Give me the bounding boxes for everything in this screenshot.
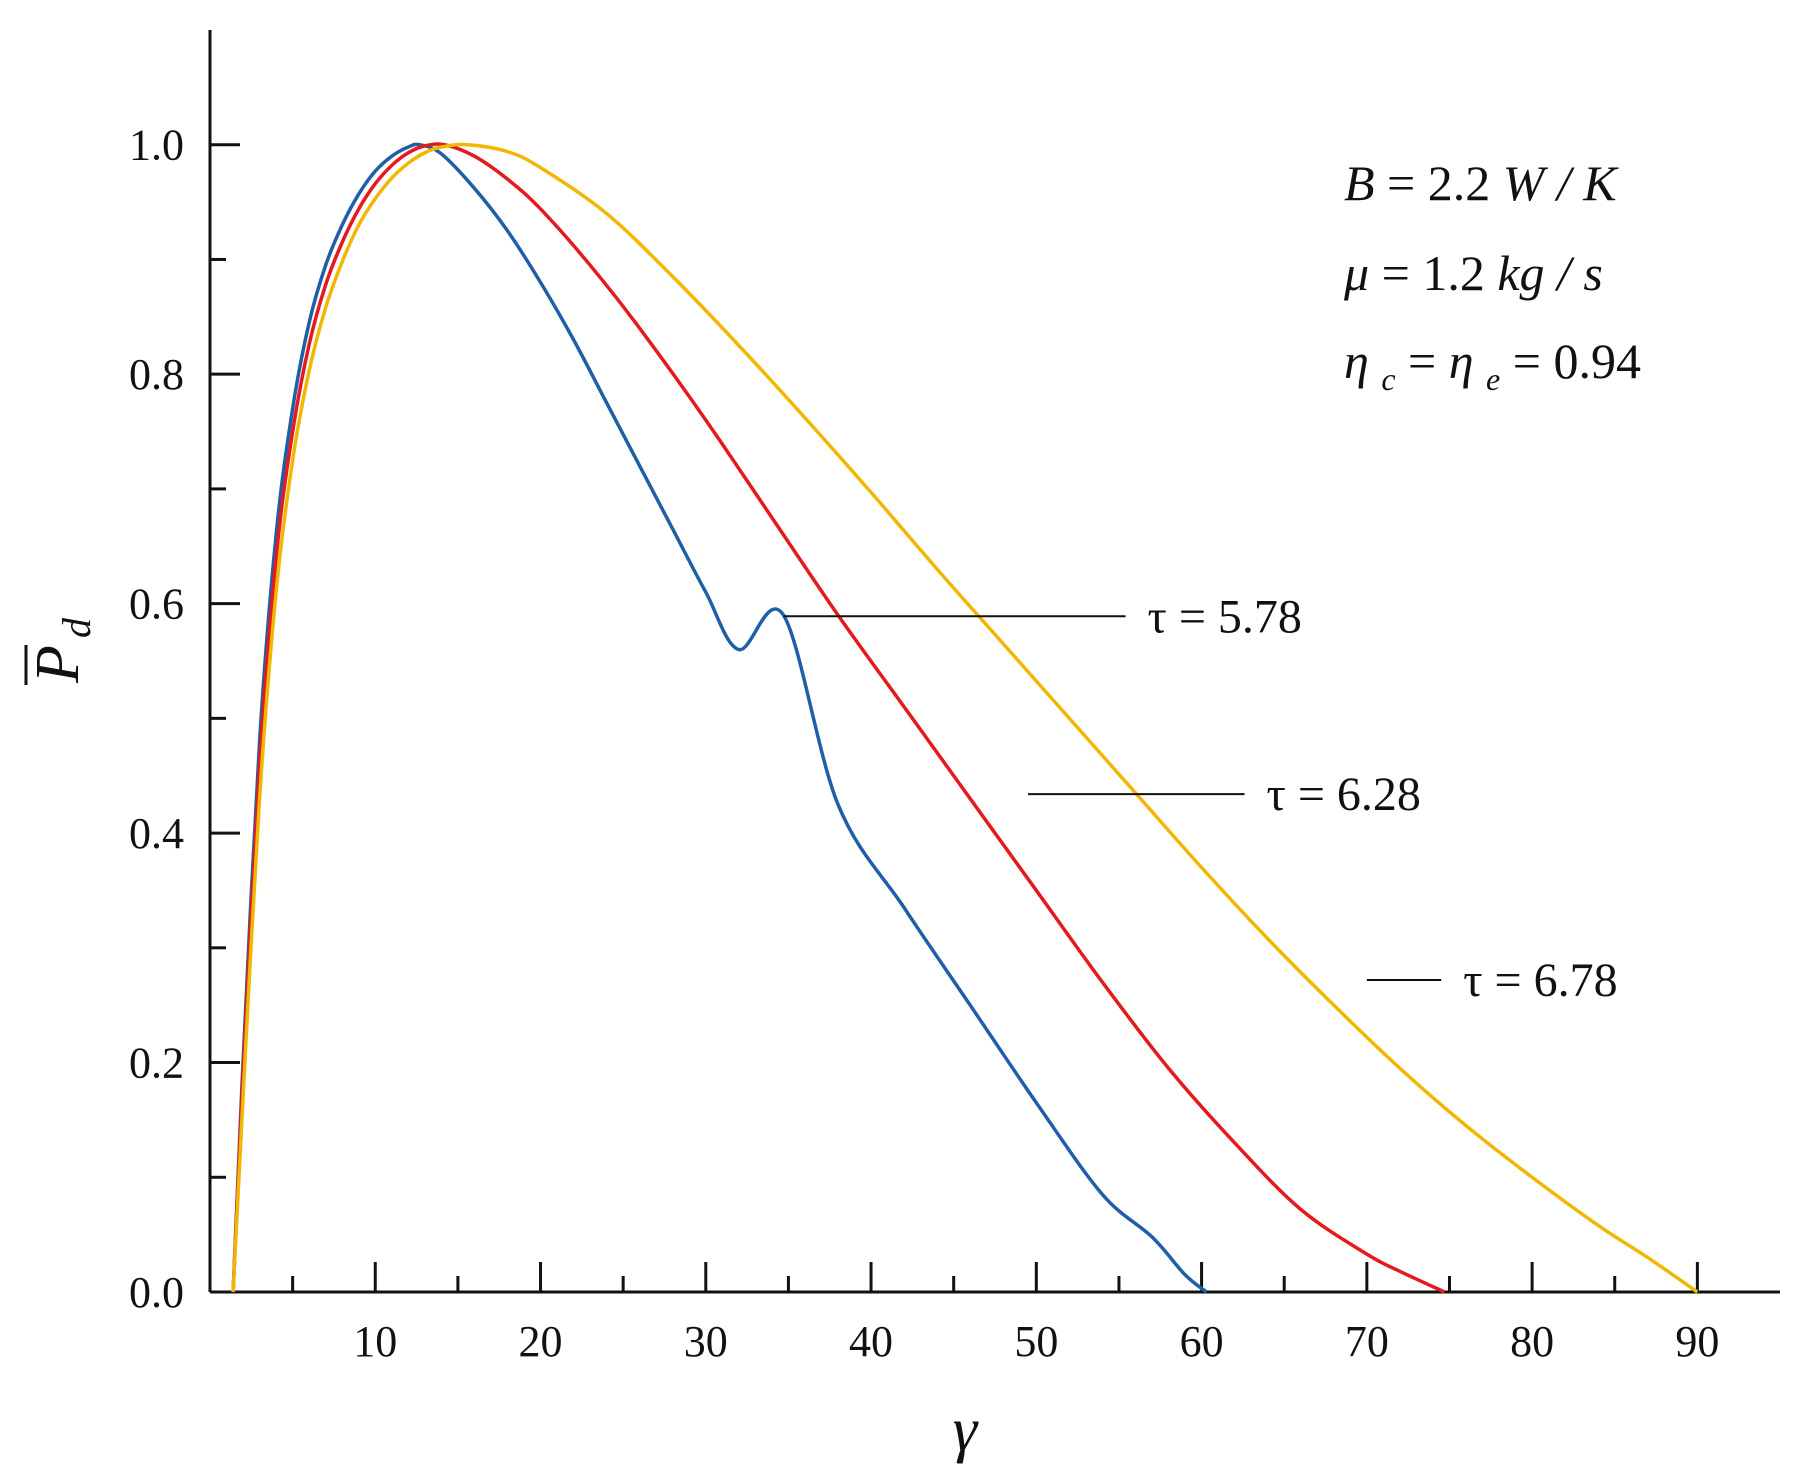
x-tick-label: 90 [1675, 1317, 1719, 1366]
series-line-3 [231, 142, 1699, 1294]
param-eta-value: 0.94 [1553, 333, 1641, 389]
param-eta: η c = η e = 0.94 [1344, 333, 1641, 401]
x-tick-label: 50 [1014, 1317, 1058, 1366]
annotations: τ = 5.78 τ = 6.28 τ = 6.78 [783, 590, 1618, 1007]
param-eta-e-symbol: η [1449, 333, 1474, 389]
x-axis-title: γ [953, 1396, 979, 1464]
y-axis-title-group: P d [24, 617, 99, 685]
param-mu: μ = 1.2 kg / s [1343, 245, 1603, 301]
x-tick-label: 80 [1510, 1317, 1554, 1366]
x-tick-label: 20 [519, 1317, 563, 1366]
x-tick-label: 10 [353, 1317, 397, 1366]
axes: 10 20 30 40 50 60 70 80 90 0.0 0.2 0.4 0.6 0.8 1.0 [129, 30, 1780, 1366]
param-eta-e-subscript: e [1486, 361, 1500, 397]
y-tick-label: 0.2 [129, 1039, 184, 1088]
y-tick-label: 1.0 [129, 121, 184, 170]
y-axis-title-subscript: d [54, 617, 99, 638]
param-eta-c-symbol: η [1344, 333, 1369, 389]
param-mu-value: 1.2 [1422, 245, 1485, 301]
y-tick-label: 0.4 [129, 809, 184, 858]
param-b-symbol: B [1344, 155, 1375, 211]
y-tick-label: 0.6 [129, 580, 184, 629]
series-lines [231, 142, 1699, 1294]
param-eta-c-subscript: c [1381, 361, 1395, 397]
param-mu-unit: kg / s [1497, 245, 1603, 301]
param-b-value: 2.2 [1428, 155, 1491, 211]
parameter-box: B = 2.2 W / K μ = 1.2 kg / s η c = η e =… [1343, 155, 1641, 401]
x-tick-label: 60 [1180, 1317, 1224, 1366]
x-tick-label: 40 [849, 1317, 893, 1366]
param-eta-equals-1: = [1408, 333, 1449, 389]
annotation-label-2: τ = 6.28 [1267, 768, 1421, 821]
x-tick-label: 30 [684, 1317, 728, 1366]
param-mu-symbol: μ [1343, 245, 1369, 301]
y-tick-label: 0.8 [129, 350, 184, 399]
y-tick-label: 0.0 [129, 1268, 184, 1317]
param-b: B = 2.2 W / K [1344, 155, 1619, 211]
param-eta-equals-2: = [1513, 333, 1554, 389]
annotation-label-1: τ = 5.78 [1148, 590, 1302, 643]
annotation-label-3: τ = 6.78 [1463, 954, 1617, 1007]
series-line-1 [231, 142, 1208, 1294]
param-b-unit: W / K [1503, 155, 1620, 211]
param-b-equals: = [1387, 155, 1428, 211]
x-tick-label: 70 [1345, 1317, 1389, 1366]
param-mu-equals: = [1382, 245, 1423, 301]
y-axis-title-main: P [24, 645, 92, 684]
series-line-2 [231, 142, 1446, 1294]
